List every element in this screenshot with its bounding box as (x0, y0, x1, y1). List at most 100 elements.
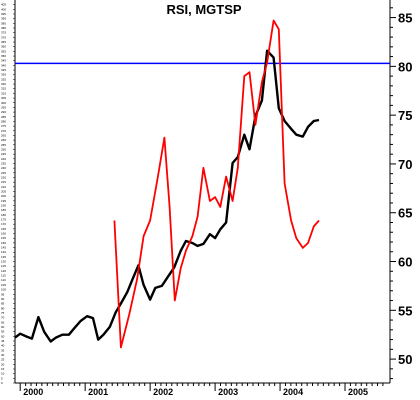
left-tick-label: 265 (1, 133, 6, 137)
left-tick-label: 80 (1, 306, 5, 310)
left-tick-label: 185 (1, 208, 6, 212)
left-tick-label: 355 (1, 49, 6, 53)
left-tick-label: 270 (1, 129, 6, 133)
right-tick-label: 70 (398, 157, 412, 172)
left-tick-label: 385 (1, 21, 6, 25)
left-tick-label: 10 (1, 372, 5, 376)
left-tick-label: 350 (1, 54, 6, 58)
left-tick-label: 305 (1, 96, 6, 100)
right-tick-label: 80 (398, 59, 412, 74)
left-tick-label: 35 (1, 348, 5, 352)
left-tick-label: 400 (1, 7, 6, 11)
left-tick-label: 85 (1, 302, 5, 306)
left-tick-label: 325 (1, 77, 6, 81)
left-tick-label: 235 (1, 161, 6, 165)
left-tick-label: 25 (1, 358, 5, 362)
left-axis: 0510152025303540455055606570758085909510… (1, 0, 16, 385)
right-tick-label: 75 (398, 108, 412, 123)
left-tick-label: 295 (1, 105, 6, 109)
left-tick-label: 115 (1, 274, 6, 278)
left-tick-label: 5 (1, 376, 3, 380)
x-tick-label: 2000 (23, 387, 43, 397)
left-tick-label: 340 (1, 63, 6, 67)
left-tick-label: 300 (1, 101, 6, 105)
left-tick-label: 220 (1, 175, 6, 179)
left-tick-label: 210 (1, 185, 6, 189)
left-tick-label: 260 (1, 138, 6, 142)
left-tick-label: 335 (1, 68, 6, 72)
left-tick-label: 365 (1, 40, 6, 44)
left-tick-label: 110 (1, 278, 6, 282)
left-tick-label: 240 (1, 157, 6, 161)
left-tick-label: 0 (1, 381, 3, 385)
left-tick-label: 190 (1, 204, 6, 208)
right-tick-label: 65 (398, 206, 412, 221)
left-tick-label: 130 (1, 260, 6, 264)
left-tick-label: 205 (1, 190, 6, 194)
left-tick-label: 90 (1, 297, 5, 301)
left-tick-label: 370 (1, 35, 6, 39)
left-tick-label: 245 (1, 152, 6, 156)
left-tick-label: 215 (1, 180, 6, 184)
left-tick-label: 375 (1, 31, 6, 35)
left-tick-label: 140 (1, 250, 6, 254)
left-tick-label: 105 (1, 283, 6, 287)
x-tick-label: 2002 (153, 387, 173, 397)
left-tick-label: 150 (1, 241, 6, 245)
left-tick-label: 165 (1, 227, 6, 231)
left-tick-label: 320 (1, 82, 6, 86)
left-tick-label: 195 (1, 199, 6, 203)
left-tick-label: 380 (1, 26, 6, 30)
left-tick-label: 20 (1, 362, 5, 366)
series-line-red (113, 19, 320, 349)
left-tick-label: 285 (1, 115, 6, 119)
left-tick-label: 315 (1, 87, 6, 91)
chart-title: RSI, MGTSP (166, 2, 241, 17)
right-tick-label: 60 (398, 255, 412, 270)
left-tick-label: 155 (1, 236, 6, 240)
left-tick-label: 405 (1, 3, 6, 7)
left-tick-label: 70 (1, 316, 5, 320)
left-tick-label: 65 (1, 320, 5, 324)
plot-background (15, 0, 390, 383)
left-tick-label: 330 (1, 73, 6, 77)
series-layer (14, 19, 320, 349)
left-tick-label: 75 (1, 311, 5, 315)
left-tick-label: 100 (1, 288, 6, 292)
left-tick-label: 55 (1, 330, 5, 334)
x-tick-label: 2004 (283, 387, 303, 397)
left-tick-label: 310 (1, 91, 6, 95)
left-tick-label: 255 (1, 143, 6, 147)
left-tick-label: 180 (1, 213, 6, 217)
left-tick-label: 250 (1, 147, 6, 151)
left-tick-label: 95 (1, 292, 5, 296)
left-tick-label: 290 (1, 110, 6, 114)
left-tick-label: 40 (1, 344, 5, 348)
left-tick-label: 145 (1, 246, 6, 250)
left-tick-label: 200 (1, 194, 6, 198)
left-tick-label: 395 (1, 12, 6, 16)
left-tick-label: 135 (1, 255, 6, 259)
left-tick-label: 175 (1, 218, 6, 222)
left-tick-label: 230 (1, 166, 6, 170)
left-tick-label: 60 (1, 325, 5, 329)
left-tick-label: 50 (1, 334, 5, 338)
right-tick-label: 55 (398, 303, 412, 318)
left-tick-label: 390 (1, 17, 6, 21)
left-tick-label: 225 (1, 171, 6, 175)
left-tick-label: 30 (1, 353, 5, 357)
left-tick-label: 125 (1, 264, 6, 268)
left-tick-label: 360 (1, 45, 6, 49)
x-tick-label: 2003 (218, 387, 238, 397)
right-tick-label: 50 (398, 352, 412, 367)
left-tick-label: 280 (1, 119, 6, 123)
left-tick-label: 160 (1, 232, 6, 236)
left-tick-label: 170 (1, 222, 6, 226)
left-tick-label: 275 (1, 124, 6, 128)
right-tick-label: 85 (398, 11, 412, 26)
x-tick-label: 2005 (348, 387, 368, 397)
right-axis: 50 55 60 65 70 75 80 85 (389, 0, 412, 383)
x-tick-label: 2001 (88, 387, 108, 397)
left-tick-label: 345 (1, 59, 6, 63)
